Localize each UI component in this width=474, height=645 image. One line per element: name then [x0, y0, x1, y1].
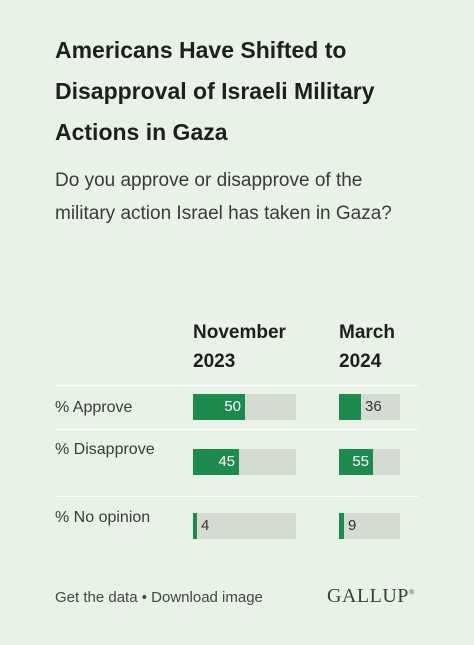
bar-track: 50	[193, 394, 296, 420]
data-label: 4	[201, 517, 210, 534]
column-header: November 2023	[193, 322, 286, 372]
gallup-logo-text: GALLUP	[327, 585, 409, 607]
bar-track: 4	[193, 513, 296, 539]
data-label: 45	[218, 453, 235, 470]
footer-links: Get the data • Download image	[55, 589, 263, 606]
chart-title: Americans Have Shifted to Disapproval of…	[55, 37, 375, 145]
row-divider	[55, 385, 418, 386]
bar	[193, 449, 239, 475]
chart-subtitle: Do you approve or disapprove of the mili…	[55, 170, 392, 224]
category-label: % Approve	[55, 399, 133, 416]
registered-mark: ®	[408, 588, 415, 597]
bar	[339, 513, 344, 539]
bar-track: 36	[339, 394, 400, 420]
column-header: March 2024	[339, 322, 395, 372]
bar	[339, 449, 373, 475]
gallup-logo: GALLUP®	[327, 585, 415, 608]
data-label: 9	[348, 517, 357, 534]
bar	[339, 394, 361, 420]
footer-separator: •	[141, 589, 147, 606]
download-image-link[interactable]: Download image	[151, 589, 263, 606]
data-label: 50	[224, 398, 241, 415]
data-label: 36	[365, 398, 382, 415]
category-label: % Disapprove	[55, 441, 155, 458]
bar	[193, 513, 197, 539]
row-divider	[55, 496, 418, 497]
data-label: 55	[352, 453, 369, 470]
category-label: % No opinion	[55, 509, 151, 526]
bar-track: 9	[339, 513, 400, 539]
bar	[193, 394, 245, 420]
bar-track: 55	[339, 449, 400, 475]
get-data-link[interactable]: Get the data	[55, 589, 138, 606]
row-divider	[55, 429, 418, 430]
bar-track: 45	[193, 449, 296, 475]
